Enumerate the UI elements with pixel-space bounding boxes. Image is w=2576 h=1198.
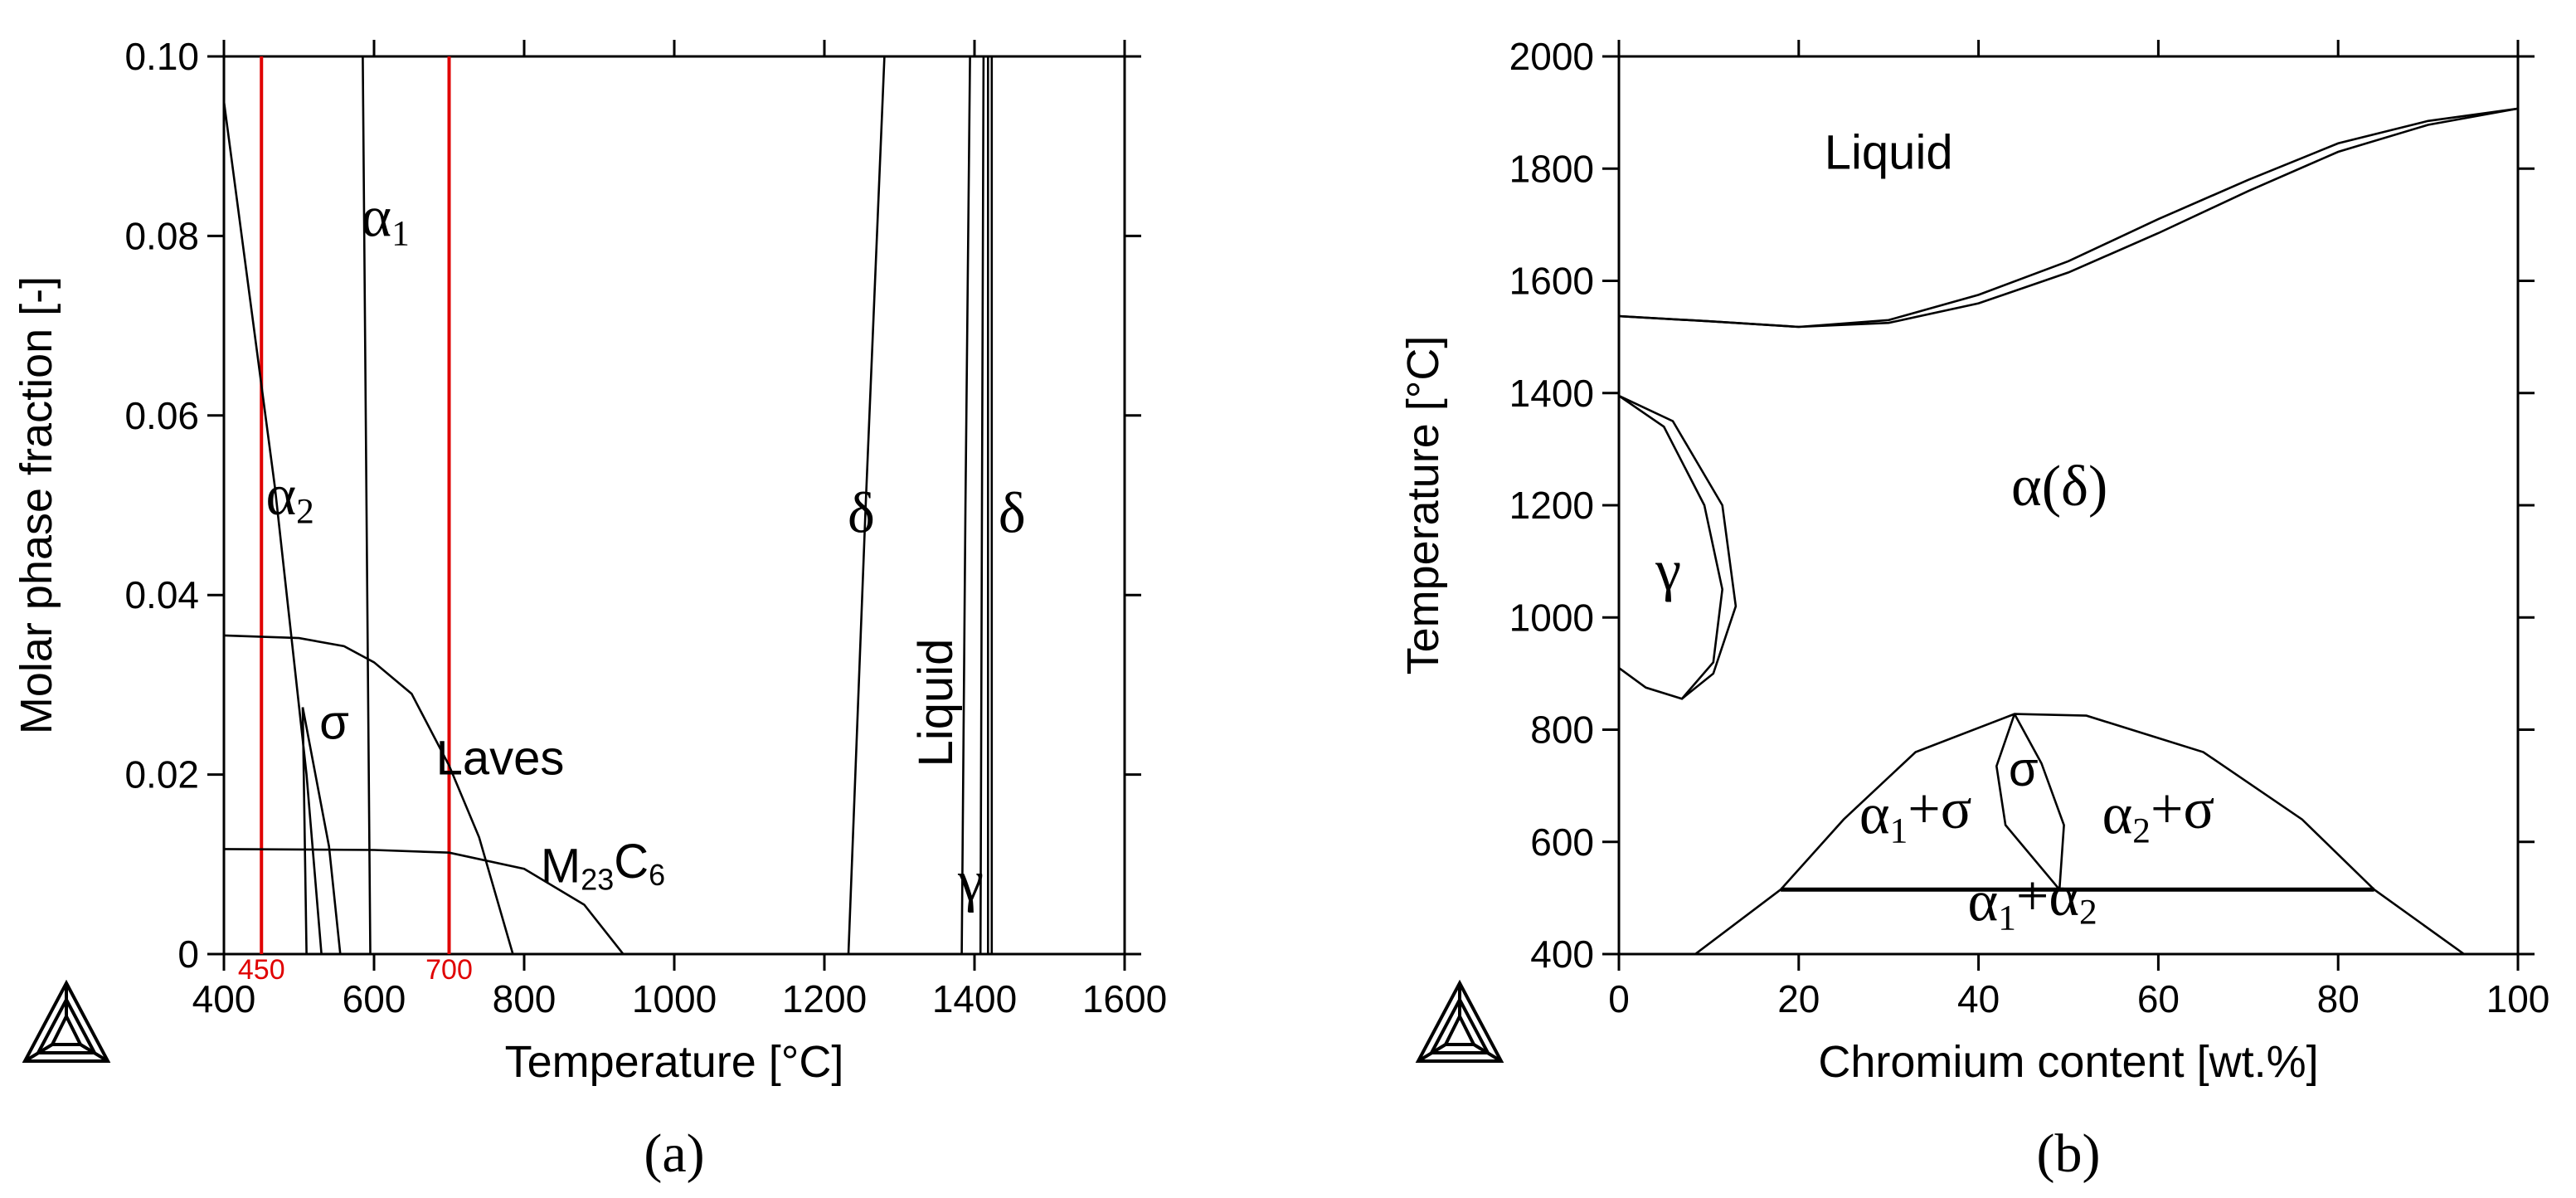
phase-label: Liquid xyxy=(1825,125,1953,179)
phase-label: Laves xyxy=(436,732,565,786)
phase-boundary-curve xyxy=(362,56,372,955)
phase-boundary-curve xyxy=(979,56,985,955)
y-tick-label: 1000 xyxy=(1509,596,1594,639)
phase-label: α2 xyxy=(265,464,313,532)
y-tick-label: 1800 xyxy=(1509,147,1594,190)
phase-label: α1 xyxy=(361,185,409,253)
x-tick-label: 800 xyxy=(493,977,557,1020)
panel-label: (a) xyxy=(644,1123,704,1184)
phase-boundary-curve xyxy=(1618,395,1724,700)
y-tick-label: 400 xyxy=(1530,933,1594,976)
y-tick-label: 1400 xyxy=(1509,372,1594,415)
y-tick-label: 0 xyxy=(177,933,199,976)
phase-boundary-curve xyxy=(301,707,308,955)
x-tick-label: 0 xyxy=(1608,977,1630,1020)
y-tick-label: 0.06 xyxy=(124,394,199,437)
x-tick-label: 100 xyxy=(2486,977,2550,1020)
plot-frame xyxy=(222,55,1126,956)
temperature-marker-label: 450 xyxy=(238,954,285,986)
phase-boundary-curve xyxy=(223,634,514,955)
phase-boundary-curve xyxy=(1780,713,2375,891)
y-tick-label: 0.04 xyxy=(124,573,199,616)
x-axis-title: Chromium content [wt.%] xyxy=(1818,1037,2318,1087)
x-tick-label: 1600 xyxy=(1082,977,1167,1020)
x-tick-label: 1400 xyxy=(932,977,1017,1020)
y-tick-label: 0.02 xyxy=(124,753,199,796)
phase-label: M23C6 xyxy=(541,835,665,897)
y-tick-label: 0.10 xyxy=(124,35,199,78)
phase-label: α(δ) xyxy=(2011,455,2107,519)
phase-label: α1+α2 xyxy=(1968,864,2097,938)
y-tick-label: 1200 xyxy=(1509,484,1594,527)
y-tick-label: 1600 xyxy=(1509,260,1594,303)
y-axis-title: Molar phase fraction [-] xyxy=(12,276,61,734)
phase-label: δ xyxy=(999,481,1026,545)
phase-label: γ xyxy=(1655,538,1681,602)
x-tick-label: 600 xyxy=(343,977,406,1020)
panel-label: (b) xyxy=(2037,1123,2101,1184)
phase-boundary-curve xyxy=(960,56,971,955)
x-tick-label: 20 xyxy=(1777,977,1820,1020)
temperature-marker-label: 700 xyxy=(425,954,473,986)
phase-label: α2+σ xyxy=(2102,777,2215,851)
x-tick-label: 40 xyxy=(1957,977,2000,1020)
phase-boundary-curve xyxy=(847,56,886,955)
y-axis-title: Temperature [°C] xyxy=(1398,336,1448,675)
x-axis-title: Temperature [°C] xyxy=(505,1037,844,1087)
y-tick-label: 800 xyxy=(1530,709,1594,752)
y-tick-label: 600 xyxy=(1530,821,1594,864)
phase-label: γ xyxy=(957,850,984,913)
phase-boundary-curve xyxy=(301,707,342,955)
x-tick-label: 1200 xyxy=(782,977,867,1020)
phase-boundary-curve xyxy=(1618,394,1738,700)
phase-label: σ xyxy=(319,695,349,749)
phase-boundary-curve xyxy=(1618,107,2519,329)
x-tick-label: 400 xyxy=(192,977,256,1020)
y-tick-label: 2000 xyxy=(1509,35,1594,78)
phase-label: α1+σ xyxy=(1859,777,1972,851)
triangle-logo-icon xyxy=(1415,979,1504,1063)
phase-boundary-curve xyxy=(222,100,323,955)
x-tick-label: 1000 xyxy=(632,977,717,1020)
panel-a-chart: 400 600 800 1000 1200 1400 1600 0 0.02 0.04 0.06 0.… xyxy=(12,35,1167,1184)
phase-boundary-curve xyxy=(1618,107,2519,329)
phase-label: σ xyxy=(2009,743,2039,796)
phase-label: δ xyxy=(848,481,875,545)
x-tick-label: 60 xyxy=(2137,977,2180,1020)
x-tick-label: 80 xyxy=(2317,977,2360,1020)
phase-boundary-curve xyxy=(2013,713,2065,890)
panel-b-chart: 0 20 40 60 80 100 400 600 800 1000 1200 1400 1600 180… xyxy=(1398,35,2549,1184)
triangle-logo-icon xyxy=(22,979,111,1063)
phase-boundary-curve xyxy=(1995,713,2061,891)
y-tick-label: 0.08 xyxy=(124,214,199,257)
phase-boundary-curve xyxy=(223,848,625,955)
phase-label: Liquid xyxy=(909,639,963,767)
